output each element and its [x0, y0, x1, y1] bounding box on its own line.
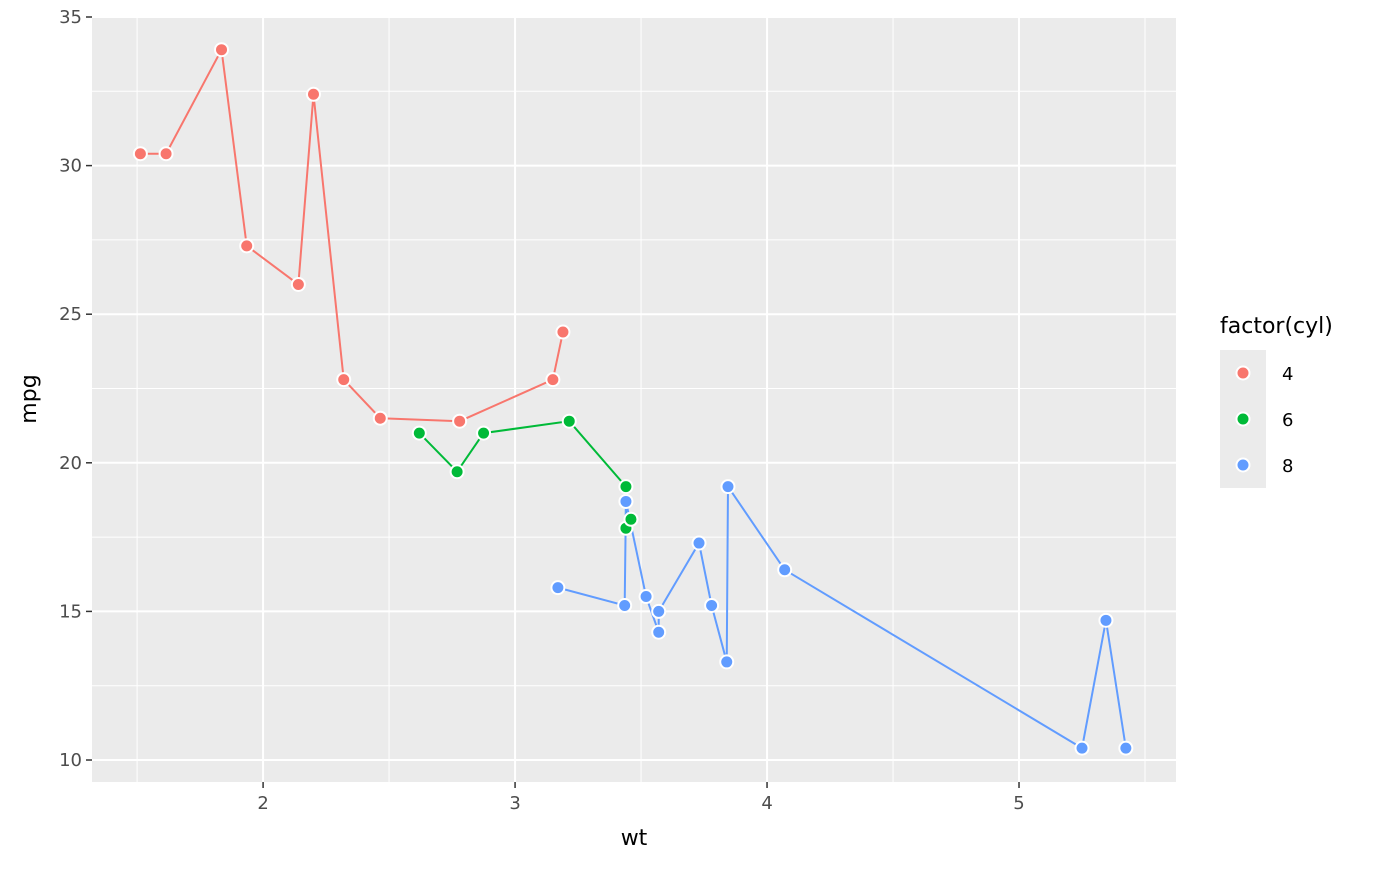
data-point-6 — [449, 464, 465, 480]
legend: factor(cyl) 4 6 8 — [1220, 314, 1333, 488]
legend-label-4: 4 — [1282, 364, 1293, 385]
data-point-4 — [452, 413, 468, 429]
data-point-4 — [305, 86, 321, 102]
y-tick-label: 30 — [59, 156, 82, 177]
y-tick-label: 10 — [59, 750, 82, 771]
data-point-8 — [719, 654, 735, 670]
data-point-8 — [651, 603, 667, 619]
data-point-8 — [691, 535, 707, 551]
data-point-4 — [158, 146, 174, 162]
data-point-8 — [1118, 740, 1134, 756]
x-tick-label: 2 — [257, 793, 268, 814]
data-point-4 — [555, 324, 571, 340]
x-tick-label: 4 — [761, 793, 772, 814]
data-point-6 — [623, 511, 639, 527]
data-point-8 — [704, 597, 720, 613]
data-point-4 — [290, 276, 306, 292]
data-point-4 — [336, 372, 352, 388]
y-tick-label: 20 — [59, 453, 82, 474]
legend-key-6 — [1235, 411, 1251, 427]
data-point-8 — [1074, 740, 1090, 756]
legend-label-6: 6 — [1282, 410, 1293, 431]
legend-key-8 — [1235, 457, 1251, 473]
x-tick-label: 3 — [509, 793, 520, 814]
data-point-4 — [132, 146, 148, 162]
data-point-8 — [618, 493, 634, 509]
grid — [92, 16, 1176, 782]
data-point-4 — [545, 372, 561, 388]
y-tick-label: 15 — [59, 601, 82, 622]
plot-panel — [92, 17, 1176, 782]
legend-title: factor(cyl) — [1220, 314, 1333, 339]
data-point-8 — [638, 589, 654, 605]
data-point-6 — [476, 425, 492, 441]
data-point-8 — [550, 580, 566, 596]
legend-label-8: 8 — [1282, 456, 1293, 477]
data-point-4 — [214, 42, 230, 58]
data-point-6 — [411, 425, 427, 441]
x-axis-label: wt — [621, 826, 648, 851]
data-point-6 — [618, 479, 634, 495]
y-tick-label: 35 — [59, 7, 82, 28]
y-axis-label: mpg — [17, 374, 42, 423]
data-point-4 — [239, 238, 255, 254]
y-tick-label: 25 — [59, 304, 82, 325]
data-point-8 — [720, 479, 736, 495]
legend-key-4 — [1235, 365, 1251, 381]
data-point-8 — [777, 562, 793, 578]
data-point-8 — [651, 624, 667, 640]
data-point-6 — [561, 413, 577, 429]
x-tick-label: 5 — [1013, 793, 1024, 814]
data-point-4 — [372, 410, 388, 426]
axes: 2 3 4 5 10 15 20 25 30 35 — [59, 7, 1025, 814]
series-points — [132, 42, 1134, 756]
data-point-8 — [1098, 612, 1114, 628]
data-point-8 — [617, 597, 633, 613]
